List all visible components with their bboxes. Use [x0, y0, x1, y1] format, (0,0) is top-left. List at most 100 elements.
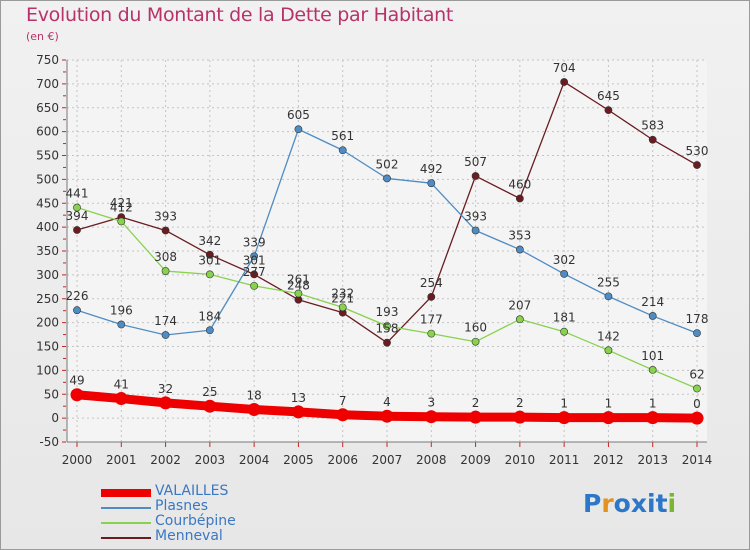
data-label: 160 [464, 321, 487, 335]
data-label: 605 [287, 108, 310, 122]
data-label: 214 [641, 295, 664, 309]
x-tick-label: 2006 [327, 453, 358, 467]
data-point [338, 146, 347, 155]
data-label: 583 [641, 119, 664, 133]
data-label: 4 [383, 395, 391, 409]
logo-letter: P [583, 489, 602, 518]
data-label: 174 [154, 314, 177, 328]
data-label: 308 [154, 250, 177, 264]
data-point [291, 405, 305, 419]
data-point [471, 226, 480, 235]
x-tick-label: 2010 [505, 453, 536, 467]
data-label: 184 [198, 309, 221, 323]
data-label: 302 [553, 253, 576, 267]
data-point [690, 411, 704, 425]
x-tick-label: 2005 [283, 453, 314, 467]
logo-letter: t [655, 489, 668, 518]
data-label: 25 [202, 385, 217, 399]
data-point [693, 161, 701, 169]
data-point [205, 250, 214, 259]
data-label: 62 [689, 368, 704, 382]
data-point [515, 315, 524, 324]
data-point [604, 106, 613, 115]
data-point [383, 338, 391, 347]
data-point [250, 252, 259, 261]
y-tick-label: 100 [36, 363, 59, 377]
logo-letter: i [667, 489, 677, 518]
data-label: 101 [641, 349, 664, 363]
data-label: 421 [110, 196, 133, 210]
data-point [336, 408, 350, 422]
legend-label: Courbépine [155, 513, 236, 529]
legend-swatch [101, 489, 151, 497]
y-tick-label: 150 [36, 340, 59, 354]
x-tick-label: 2003 [195, 453, 226, 467]
data-label: 0 [693, 397, 701, 411]
legend-label: Menneval [155, 528, 223, 544]
data-label: 530 [686, 144, 709, 158]
data-point [159, 396, 173, 410]
data-label: 158 [376, 322, 399, 336]
x-tick-label: 2002 [150, 453, 181, 467]
data-point [250, 270, 259, 279]
data-point [646, 411, 660, 425]
data-label: 181 [553, 311, 576, 325]
data-point [383, 174, 391, 183]
data-label: 1 [649, 397, 657, 411]
data-label: 353 [508, 229, 531, 243]
data-point [648, 135, 657, 144]
data-point [471, 337, 480, 346]
data-point [205, 270, 214, 279]
data-label: 232 [331, 286, 354, 300]
x-tick-label: 2013 [637, 453, 668, 467]
y-tick-label: 300 [36, 268, 59, 282]
data-label: 492 [420, 162, 443, 176]
data-label: 255 [597, 275, 620, 289]
data-point [513, 410, 527, 424]
data-point [73, 226, 81, 234]
data-label: 207 [508, 298, 531, 312]
data-label: 7 [339, 394, 347, 408]
data-point [560, 327, 569, 336]
data-label: 1 [605, 397, 613, 411]
y-tick-label: 650 [36, 101, 59, 115]
data-label: 1 [560, 397, 568, 411]
data-label: 277 [243, 265, 266, 279]
x-tick-label: 2001 [106, 453, 137, 467]
data-point [294, 289, 303, 298]
data-label: 13 [291, 391, 306, 405]
legend-label: VALAILLES [155, 483, 229, 499]
data-point [161, 267, 170, 275]
data-label: 193 [376, 305, 399, 319]
data-point [70, 388, 84, 402]
data-label: 645 [597, 89, 620, 103]
data-point [161, 331, 170, 339]
data-point [73, 203, 81, 212]
data-label: 460 [508, 177, 531, 191]
data-point [161, 226, 170, 235]
data-point [117, 217, 126, 226]
data-point [560, 78, 569, 86]
data-point [648, 312, 657, 320]
data-label: 507 [464, 155, 487, 169]
proxiti-logo: Proxiti [583, 489, 676, 518]
data-point [648, 365, 657, 374]
data-label: 412 [110, 200, 133, 214]
data-point [73, 306, 81, 315]
data-point [383, 322, 391, 330]
data-label: 393 [464, 209, 487, 223]
y-tick-label: 250 [36, 292, 59, 306]
data-point [427, 329, 436, 338]
chart-unit: (en €) [26, 30, 59, 43]
data-label: 301 [243, 253, 266, 267]
data-label: 301 [198, 253, 221, 267]
y-tick-label: 600 [36, 125, 59, 139]
data-point [693, 384, 701, 393]
data-label: 178 [686, 312, 709, 326]
data-point [205, 326, 214, 335]
y-tick-label: 450 [36, 196, 59, 210]
data-point [294, 125, 303, 134]
data-point [380, 409, 394, 423]
logo-letter: r [601, 489, 614, 518]
